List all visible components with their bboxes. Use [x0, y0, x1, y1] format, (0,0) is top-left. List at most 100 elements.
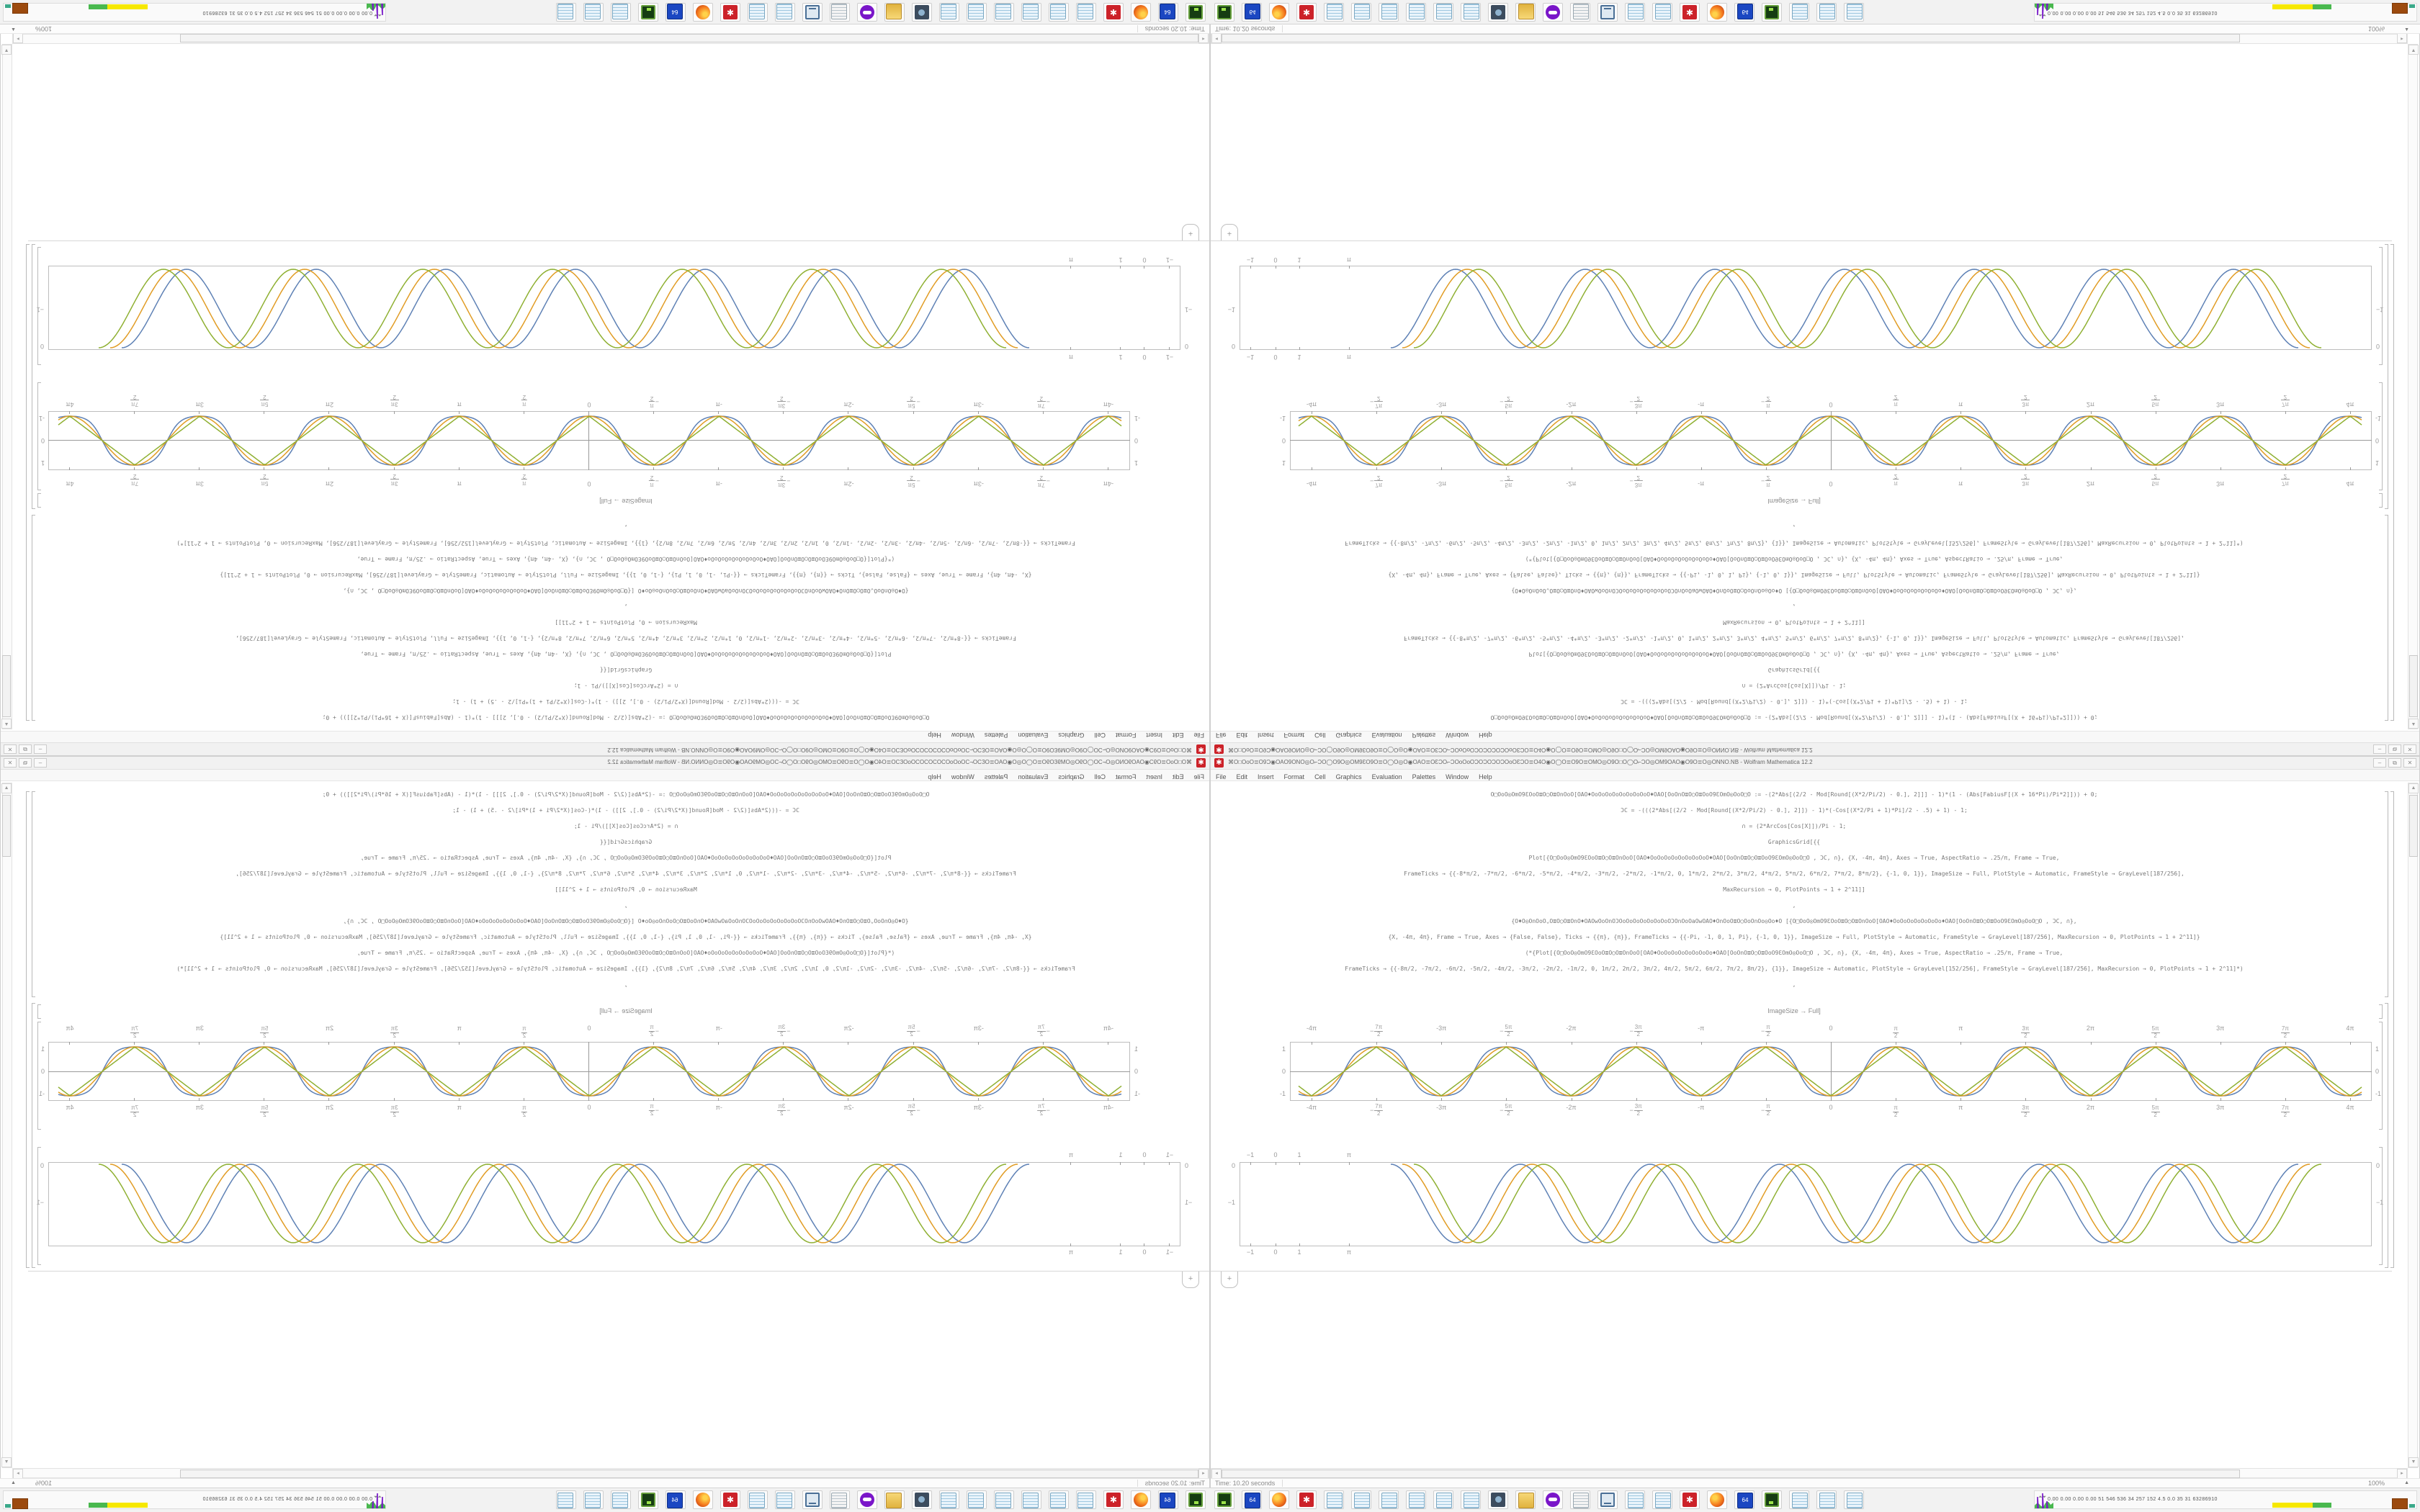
- taskbar-item-notebook-icon[interactable]: [583, 1490, 604, 1509]
- taskbar-item-blue-monitor-icon[interactable]: [802, 1490, 823, 1509]
- taskbar-item-yellow-folder-icon[interactable]: [884, 3, 905, 22]
- taskbar-item-notebook-icon[interactable]: [939, 1490, 959, 1509]
- taskbar-item-notebook-icon[interactable]: [1076, 3, 1096, 22]
- taskbar-item-notebook-icon[interactable]: [748, 1490, 768, 1509]
- taskbar-item-firefox-icon[interactable]: [1707, 1490, 1727, 1509]
- zoom-level[interactable]: 100%: [35, 1480, 53, 1487]
- cell-bracket-group[interactable]: [26, 791, 30, 1268]
- taskbar-item-notebook-icon[interactable]: [1021, 1490, 1041, 1509]
- taskbar-item-purple-mask-icon[interactable]: [1543, 1490, 1563, 1509]
- taskbar-item-blue-monitor-icon[interactable]: [802, 3, 823, 22]
- horizontal-scroll-thumb[interactable]: [180, 34, 1198, 42]
- taskbar-item-red-gear-icon[interactable]: ✱: [1680, 1490, 1700, 1509]
- zoom-level[interactable]: 100%: [2367, 25, 2385, 32]
- taskbar-item-firefox-icon[interactable]: [693, 3, 713, 22]
- taskbar-item-notebook-icon[interactable]: [1324, 1490, 1344, 1509]
- cell-bracket-label[interactable]: [37, 493, 41, 508]
- taskbar-item-notebook-icon[interactable]: [1351, 3, 1371, 22]
- cell-bracket-input[interactable]: [32, 515, 35, 721]
- taskbar-item-notebook-icon[interactable]: [1816, 1490, 1837, 1509]
- taskbar-item-notebook-icon[interactable]: [1324, 3, 1344, 22]
- cell-bracket-group[interactable]: [26, 244, 30, 721]
- taskbar-item-green-drive-icon[interactable]: [1214, 1490, 1234, 1509]
- taskbar-item-notebook-icon[interactable]: [1461, 1490, 1481, 1509]
- title-bar[interactable]: ✱ ⌘O□OoO≣O9Ɔ◉OAO9ONO◎O⌐ƆO◯O9O◎OM9ƐO9O≣O◯…: [1, 757, 1209, 770]
- taskbar-item-notebook-icon[interactable]: [556, 3, 576, 22]
- scroll-left-arrow[interactable]: ◂: [1198, 1469, 1209, 1479]
- taskbar-item-green-drive-icon[interactable]: [1214, 3, 1234, 22]
- taskbar-item-notebook-icon[interactable]: [611, 3, 631, 22]
- close-button[interactable]: ✕: [4, 758, 17, 768]
- taskbar-item-floppy-64-icon[interactable]: 64: [1158, 3, 1178, 22]
- title-bar[interactable]: ✱ ⌘O□OoO≣O9Ɔ◉OAO9ONO◎O⌐ƆO◯O9O◎OM9ƐO9O≣O◯…: [1211, 742, 2419, 755]
- menu-palettes[interactable]: Palettes: [984, 773, 1008, 780]
- horizontal-scrollbar[interactable]: ◂ ▸: [1211, 33, 2408, 44]
- taskbar-item-purple-mask-icon[interactable]: [1543, 3, 1563, 22]
- vertical-scrollbar[interactable]: ▲ ▼: [2408, 44, 2419, 729]
- menu-format[interactable]: Format: [1115, 773, 1137, 780]
- scroll-left-arrow[interactable]: ◂: [1211, 33, 1222, 43]
- taskbar-item-notebook-icon[interactable]: [1652, 3, 1672, 22]
- cell-bracket-output[interactable]: [2385, 244, 2388, 509]
- vertical-scrollbar[interactable]: ▲ ▼: [1, 44, 12, 729]
- taskbar-item-notebook-icon[interactable]: [775, 3, 795, 22]
- title-bar[interactable]: ✱ ⌘O□OoO≣O9Ɔ◉OAO9ONO◎O⌐ƆO◯O9O◎OM9ƐO9O≣O◯…: [1, 742, 1209, 755]
- taskbar-item-notebook-icon[interactable]: [1433, 1490, 1453, 1509]
- restore-button[interactable]: ⧉: [19, 744, 32, 754]
- menu-cell[interactable]: Cell: [1314, 773, 1326, 780]
- taskbar-item-floppy-64-icon[interactable]: 64: [1158, 1490, 1178, 1509]
- taskbar-item-red-gear-icon[interactable]: ✱: [720, 1490, 740, 1509]
- menu-graphics[interactable]: Graphics: [1335, 732, 1362, 739]
- menu-help[interactable]: Help: [1479, 773, 1492, 780]
- taskbar-item-notebook-icon[interactable]: [1789, 1490, 1809, 1509]
- taskbar-item-notebook-icon[interactable]: [1406, 1490, 1426, 1509]
- menu-edit[interactable]: Edit: [1172, 732, 1184, 739]
- taskbar-item-notebook-icon[interactable]: [1652, 1490, 1672, 1509]
- scroll-right-arrow[interactable]: ▸: [2397, 33, 2407, 43]
- vertical-scroll-thumb[interactable]: [2409, 795, 2418, 857]
- menu-edit[interactable]: Edit: [1236, 732, 1248, 739]
- menu-help[interactable]: Help: [928, 732, 941, 739]
- cell-bracket-plot1[interactable]: [2379, 1022, 2383, 1130]
- horizontal-scroll-thumb[interactable]: [180, 1470, 1198, 1478]
- taskbar-item-firefox-icon[interactable]: [1131, 3, 1151, 22]
- close-button[interactable]: ✕: [4, 744, 17, 754]
- scroll-down-arrow[interactable]: ▼: [1, 45, 12, 55]
- taskbar-item-red-gear-icon[interactable]: ✱: [1296, 1490, 1317, 1509]
- scroll-up-arrow[interactable]: ▲: [1, 783, 12, 793]
- menu-edit[interactable]: Edit: [1236, 773, 1248, 780]
- menu-graphics[interactable]: Graphics: [1058, 732, 1085, 739]
- menu-palettes[interactable]: Palettes: [984, 732, 1008, 739]
- restore-button[interactable]: ⧉: [19, 758, 32, 768]
- taskbar-item-notebook-icon[interactable]: [1379, 3, 1399, 22]
- taskbar-item-notebook-icon[interactable]: [939, 3, 959, 22]
- taskbar-item-notebook-icon[interactable]: [1844, 1490, 1864, 1509]
- cell-bracket-plot1[interactable]: [37, 382, 41, 490]
- taskbar-item-notebook-icon[interactable]: [994, 3, 1014, 22]
- menu-graphics[interactable]: Graphics: [1058, 773, 1085, 780]
- taskbar-item-notebook-icon[interactable]: [1625, 1490, 1645, 1509]
- taskbar-item-firefox-icon[interactable]: [1707, 3, 1727, 22]
- cell-bracket-output[interactable]: [32, 244, 35, 509]
- zoom-level[interactable]: 100%: [2367, 1480, 2385, 1487]
- taskbar-item-red-gear-icon[interactable]: ✱: [1103, 3, 1124, 22]
- cell-bracket-input[interactable]: [2385, 791, 2388, 997]
- menu-cell[interactable]: Cell: [1314, 732, 1326, 739]
- scroll-right-arrow[interactable]: ▸: [13, 1469, 23, 1479]
- taskbar-item-green-drive-icon[interactable]: [1186, 1490, 1206, 1509]
- taskbar-item-floppy-64-icon[interactable]: 64: [666, 1490, 686, 1509]
- menu-help[interactable]: Help: [1479, 732, 1492, 739]
- scroll-up-arrow[interactable]: ▲: [1, 719, 12, 729]
- horizontal-scrollbar[interactable]: ◂ ▸: [12, 33, 1209, 44]
- menu-file[interactable]: File: [1216, 732, 1227, 739]
- taskbar-item-notebook-icon[interactable]: [1789, 3, 1809, 22]
- menu-help[interactable]: Help: [928, 773, 941, 780]
- menu-file[interactable]: File: [1193, 732, 1204, 739]
- scroll-down-arrow[interactable]: ▼: [2408, 45, 2419, 55]
- cell-bracket-plot2[interactable]: [37, 1147, 41, 1265]
- taskbar-item-purple-mask-icon[interactable]: [857, 3, 877, 22]
- menu-window[interactable]: Window: [951, 732, 974, 739]
- taskbar-item-scroll-icon[interactable]: [830, 3, 850, 22]
- restore-button[interactable]: ⧉: [2388, 758, 2401, 768]
- cell-bracket-label[interactable]: [37, 1004, 41, 1019]
